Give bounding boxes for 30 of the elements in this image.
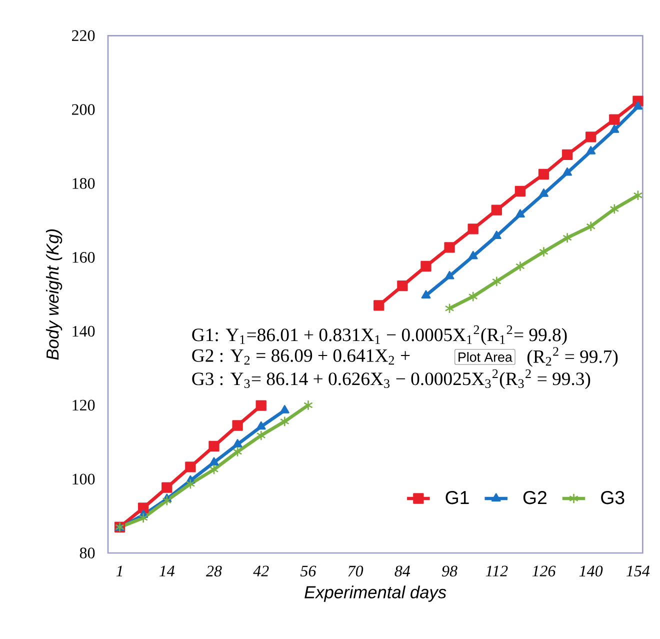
x-tick-label: 126	[532, 566, 556, 576]
x-axis-title: Experimental days	[304, 586, 446, 602]
y-tick-label: 100	[72, 474, 95, 484]
y-tick-label: 220	[72, 30, 95, 42]
legend-label: G1	[446, 490, 469, 504]
y-axis-title: Body weight (Kg)	[46, 229, 62, 360]
text: G3 : Y$_{3}$= 86.14 + 0.626X$_{3}$ − 0.00025X$_{3}$$^{2}$(R$_{3}$$^{2}$ = 99.3)	[192, 369, 590, 389]
x-tick-label: 98	[442, 566, 458, 576]
x-tick-label: 28	[206, 566, 222, 576]
x-tick-label: 154	[626, 566, 650, 576]
y-tick-label: 140	[72, 326, 95, 337]
x-tick-label: 70	[348, 566, 364, 576]
annotation: Plot Area	[458, 352, 512, 362]
y-tick-label: 180	[72, 178, 95, 189]
y-tick-label: 200	[72, 104, 95, 115]
y-tick-label: 160	[72, 252, 95, 263]
x-tick-label: 1	[116, 566, 122, 576]
y-tick-label: 80	[80, 548, 95, 558]
x-tick-label: 14	[159, 566, 175, 576]
x-tick-label: 56	[300, 566, 316, 576]
annotation: G2 : Y$_{2}$ = 86.09 + 0.641X$_{2}$ +	[192, 349, 410, 365]
x-tick-label: 84	[394, 566, 410, 576]
legend-label: G3	[601, 490, 624, 504]
x-tick-label: 140	[579, 566, 603, 576]
x-tick-label: 112	[486, 566, 508, 576]
x-tick-label: 42	[253, 566, 269, 576]
legend-label: G2	[523, 490, 546, 504]
y-tick-label: 120	[72, 400, 95, 411]
text: G1: Y$_{1}$=86.01 + 0.831X$_{1}$ − 0.0005X$_{1}$$^{2}$(R$_{1}$$^{2}$= 99.8)	[192, 325, 567, 345]
annotation: (R$_{2}$$^{2}$ = 99.7)	[527, 347, 618, 367]
